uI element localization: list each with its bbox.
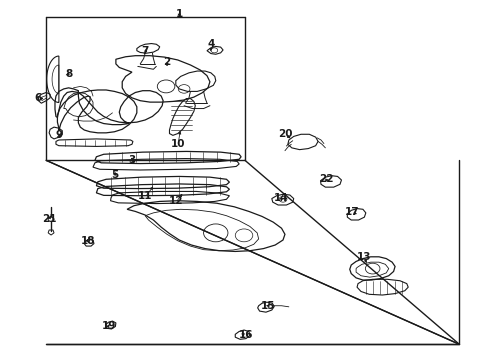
Text: 15: 15 — [261, 301, 276, 311]
Text: 16: 16 — [239, 330, 253, 341]
Text: 22: 22 — [319, 174, 334, 184]
Text: 1: 1 — [175, 9, 183, 19]
Text: 14: 14 — [274, 193, 289, 203]
Text: 20: 20 — [278, 129, 292, 139]
Text: 21: 21 — [42, 213, 56, 224]
Text: 5: 5 — [111, 170, 119, 180]
Text: 8: 8 — [65, 68, 72, 78]
Text: 13: 13 — [357, 252, 371, 262]
Text: 4: 4 — [207, 39, 215, 49]
Text: 17: 17 — [345, 207, 360, 217]
Text: 11: 11 — [138, 191, 152, 201]
Text: 12: 12 — [169, 197, 183, 206]
Circle shape — [48, 217, 54, 221]
Text: 10: 10 — [171, 139, 185, 149]
Text: 6: 6 — [34, 93, 42, 103]
Text: 2: 2 — [164, 57, 171, 67]
Text: 7: 7 — [142, 46, 149, 56]
Text: 19: 19 — [101, 321, 116, 332]
Text: 18: 18 — [81, 236, 96, 246]
Text: 3: 3 — [128, 156, 136, 165]
Text: 9: 9 — [55, 130, 62, 140]
